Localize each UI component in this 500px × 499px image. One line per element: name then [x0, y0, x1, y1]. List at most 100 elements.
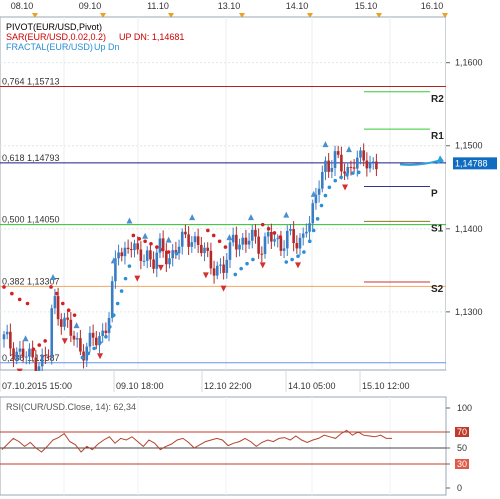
top-axis-band — [0, 0, 446, 17]
candle-body — [215, 265, 219, 276]
fractal-down-icon — [202, 272, 209, 279]
candle-body — [75, 338, 79, 340]
sar-point — [104, 334, 108, 339]
legend-entry: PIVOT(EUR/USD,Pivot) — [6, 22, 102, 32]
date-marker-icon — [168, 13, 174, 18]
date-marker-icon — [376, 13, 382, 18]
candle-body — [130, 249, 133, 251]
candle-body — [333, 151, 337, 169]
candle-body — [203, 247, 206, 254]
candle-body — [171, 250, 174, 259]
sar-point — [10, 291, 14, 296]
candle-body — [231, 234, 235, 243]
candle-body — [72, 335, 76, 340]
fractal-up-icon — [110, 257, 117, 264]
main-grid — [0, 17, 446, 370]
top-date-label: 15.10 — [355, 1, 378, 11]
candle-body — [24, 356, 28, 358]
sar-point — [211, 233, 216, 238]
price-arrow-head-icon — [436, 155, 444, 165]
candle-body — [212, 268, 216, 276]
fractal-down-icon — [220, 285, 227, 292]
candle-body — [365, 160, 369, 169]
candle-body — [50, 308, 54, 357]
candle-body — [184, 231, 187, 235]
sar-point — [356, 170, 361, 175]
sar-point — [98, 340, 102, 345]
candle-body — [5, 331, 9, 335]
fractal-down-icon — [259, 262, 266, 269]
candle-body — [69, 319, 73, 336]
candle-body — [126, 247, 130, 250]
fractal-up-icon — [22, 335, 29, 342]
candle-body — [356, 157, 359, 169]
candle-body — [340, 154, 343, 172]
top-date-label: 08.10 — [11, 1, 34, 11]
sar-point — [315, 217, 320, 221]
sar-point — [296, 254, 300, 259]
candle-body — [320, 172, 324, 189]
sar-point — [206, 228, 210, 233]
fractal-up-icon — [310, 190, 317, 197]
sar-point — [319, 203, 324, 208]
candle-body — [343, 171, 346, 174]
main-plot-frame — [0, 16, 447, 371]
time-axis-band — [0, 371, 500, 396]
parabolic-sar — [2, 170, 361, 360]
sar-point — [251, 257, 255, 262]
sar-point — [327, 185, 332, 190]
candle-body — [101, 330, 104, 336]
sar-point — [266, 227, 271, 231]
candle-body — [120, 252, 124, 257]
candle-body — [123, 247, 127, 257]
sar-point — [245, 261, 249, 266]
candle-body — [209, 250, 213, 269]
candle-body — [82, 351, 85, 361]
sar-point — [137, 236, 142, 241]
fractal-down-icon — [157, 264, 164, 271]
candle-body — [282, 248, 286, 251]
candle-body — [285, 230, 289, 249]
sar-point — [115, 301, 120, 306]
candle-body — [177, 246, 181, 254]
candle-body — [79, 338, 82, 352]
rsi-grid — [63, 397, 391, 495]
rsi-axis: 0 30 50 70 100 — [446, 403, 472, 493]
candle-body — [110, 281, 114, 318]
sar-point — [86, 351, 91, 356]
candle-body — [142, 260, 146, 262]
sar-point — [66, 308, 71, 312]
sar-point — [123, 276, 128, 281]
price-tick-label: 1,1500 — [455, 141, 483, 151]
candle-body — [308, 223, 311, 232]
candle-body — [53, 296, 57, 309]
pivot-level-label: S2 — [431, 284, 444, 295]
current-price-label: 1,14788 — [455, 158, 488, 168]
pivot-level-label: R2 — [431, 94, 444, 105]
fib-level-label: 0,500 1,14050 — [2, 215, 60, 225]
sar-point — [333, 178, 338, 183]
rsi-line — [1, 429, 392, 453]
sar-point — [174, 251, 179, 256]
candle-body — [161, 238, 165, 251]
candle-body — [2, 334, 6, 340]
time-tick-label: 15.10 12:00 — [362, 381, 410, 391]
candle-body — [9, 331, 12, 349]
candle-body — [238, 244, 241, 250]
price-arrow-icon — [399, 159, 441, 166]
pivot-level-label: S1 — [431, 223, 444, 234]
candle-body — [362, 150, 365, 161]
candle-body — [88, 332, 92, 347]
candle-body — [235, 234, 238, 250]
sar-point — [260, 222, 265, 227]
sar-point — [111, 313, 116, 317]
fractal-up-icon — [247, 214, 254, 221]
candle-body — [292, 229, 295, 244]
candle-body — [301, 233, 305, 238]
candle-body — [165, 250, 168, 265]
candle-body — [155, 252, 159, 269]
fractal-up-icon — [189, 214, 196, 221]
candle-body — [270, 231, 273, 242]
candle-body — [330, 168, 334, 172]
